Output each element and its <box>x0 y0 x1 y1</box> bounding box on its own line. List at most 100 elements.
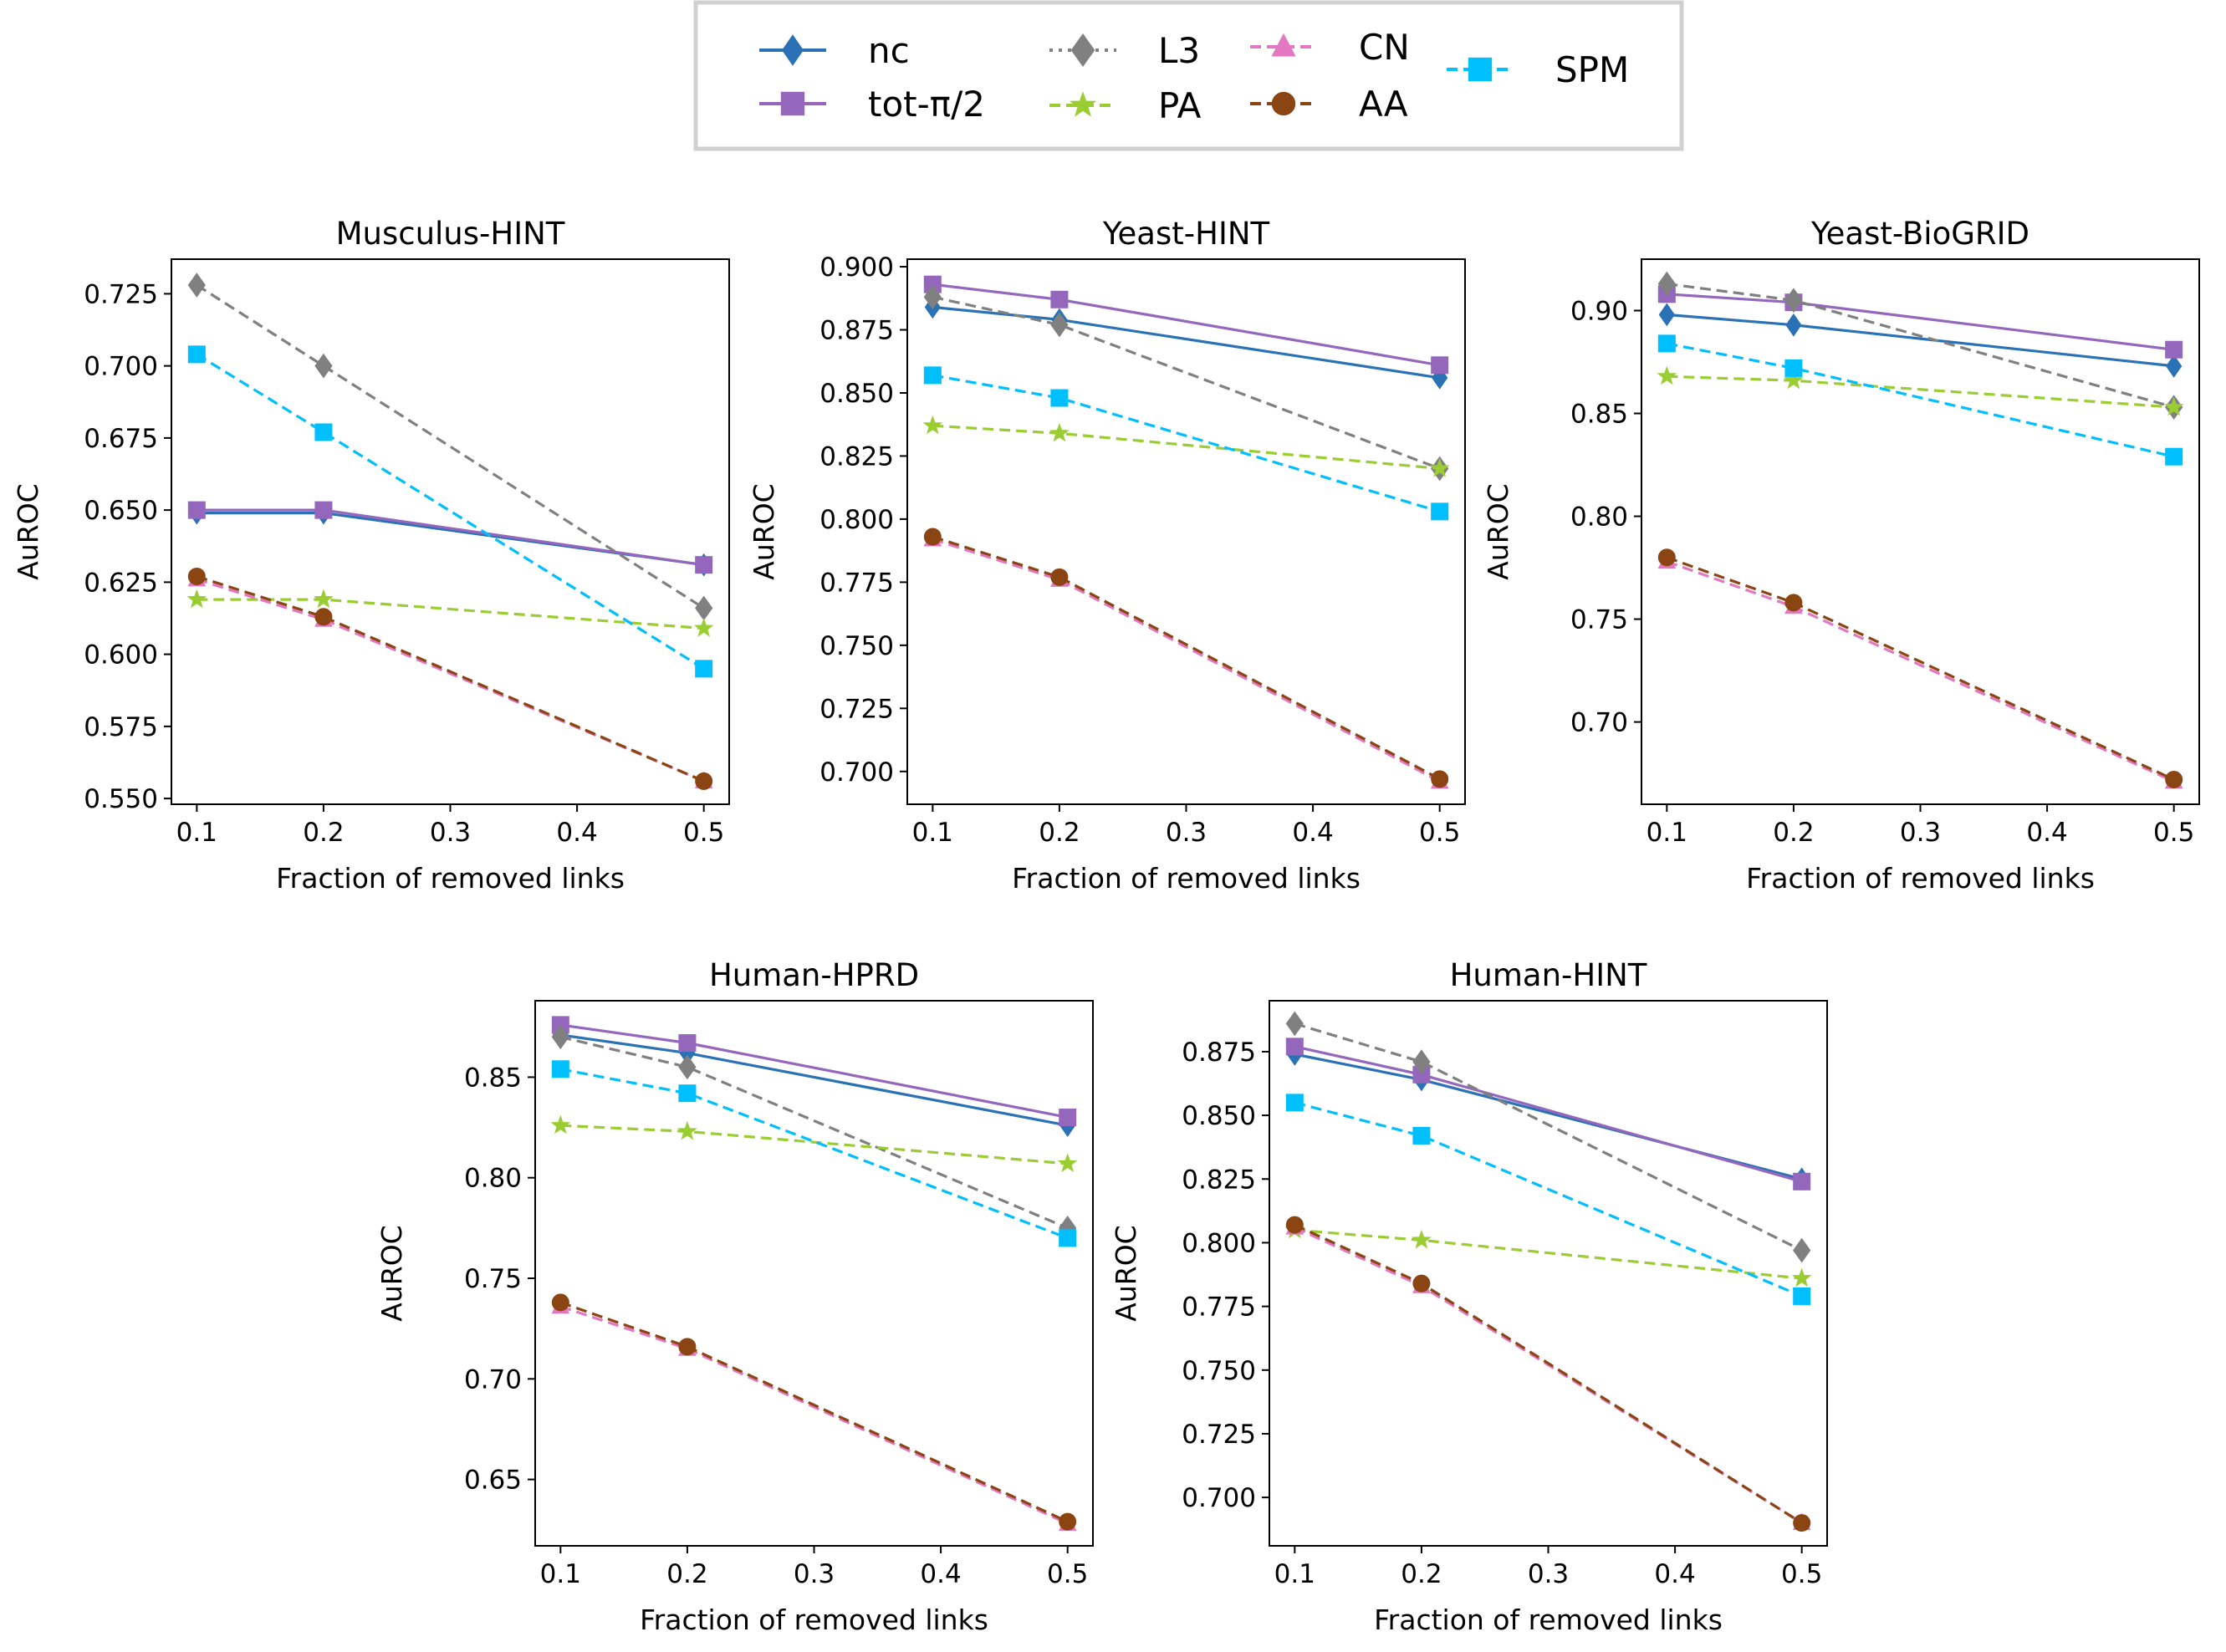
x-tick-label: 0.5 <box>1781 1559 1822 1589</box>
y-tick-label: 0.550 <box>84 784 158 814</box>
data-point-PA <box>693 618 714 637</box>
data-point-AA <box>1431 770 1449 788</box>
y-tick-label: 0.650 <box>84 496 158 526</box>
data-point-SPM <box>1412 1126 1431 1145</box>
series-line-L3 <box>1294 1022 1803 1252</box>
data-point-SPM <box>2165 447 2183 466</box>
y-tick-label: 0.850 <box>1182 1101 1256 1131</box>
series-AA <box>1285 1216 1811 1532</box>
data-point-L3 <box>1784 288 1803 314</box>
y-tick-label: 0.750 <box>819 631 894 661</box>
y-tick-label: 0.725 <box>819 694 894 724</box>
data-point-tot <box>1059 1109 1077 1127</box>
data-point-SPM <box>1793 1287 1811 1305</box>
legend-marker-SPM <box>1468 57 1493 82</box>
x-tick-label: 0.4 <box>2026 818 2067 848</box>
series-line-nc <box>560 1033 1068 1127</box>
x-tick-label: 0.3 <box>1166 818 1207 848</box>
y-tick-label: 0.900 <box>819 252 894 283</box>
y-tick-label: 0.800 <box>819 505 894 535</box>
chart-panel-1: Yeast-HINT Fraction of removed links AuROC… <box>748 216 1466 895</box>
legend-label-tot: tot-π/2 <box>868 84 985 125</box>
x-tick-label: 0.2 <box>303 818 344 848</box>
series-nc <box>1286 1043 1810 1191</box>
x-tick-label: 0.1 <box>540 1559 581 1589</box>
y-tick-label: 0.725 <box>84 279 158 309</box>
x-axis-label: Fraction of removed links <box>1374 1604 1723 1636</box>
data-point-tot <box>1431 356 1449 375</box>
data-point-L3 <box>678 1054 697 1080</box>
y-axis-label: AuROC <box>12 483 44 579</box>
series-line-SPM <box>560 1068 1069 1240</box>
series-line-PA <box>197 598 704 630</box>
chart-panel-3: Human-HPRD Fraction of removed links AuROC… <box>375 957 1094 1636</box>
legend-entry-PA: PA <box>1049 85 1202 126</box>
x-tick-label: 0.2 <box>666 1559 707 1589</box>
data-point-SPM <box>1059 1229 1077 1247</box>
x-axis-label: Fraction of removed links <box>640 1604 988 1636</box>
y-axis-label: AuROC <box>1110 1225 1142 1321</box>
plot-frame <box>906 258 1466 805</box>
series-L3 <box>551 1024 1077 1241</box>
x-tick-label: 0.1 <box>912 818 953 848</box>
data-point-AA <box>1793 1514 1811 1532</box>
data-point-tot <box>187 501 206 519</box>
y-tick-label: 0.675 <box>84 424 158 454</box>
x-tick-label: 0.3 <box>1528 1559 1569 1589</box>
data-point-L3 <box>1050 312 1069 338</box>
data-point-tot <box>678 1034 697 1053</box>
data-point-nc <box>1785 313 1802 337</box>
data-point-L3 <box>187 273 206 298</box>
x-tick-label: 0.2 <box>1039 818 1080 848</box>
x-tick-label: 0.4 <box>1292 818 1333 848</box>
series-line-nc <box>197 511 704 567</box>
data-point-SPM <box>1431 502 1449 521</box>
legend-label-CN: CN <box>1359 27 1410 68</box>
data-point-AA <box>551 1293 569 1312</box>
y-tick-label: 0.875 <box>1182 1038 1256 1068</box>
x-tick-label: 0.4 <box>920 1559 961 1589</box>
chart-title: Yeast-HINT <box>1102 216 1270 252</box>
data-point-AA <box>1412 1274 1431 1293</box>
series-line-L3 <box>559 1035 1069 1230</box>
x-tick-label: 0.1 <box>1647 818 1687 848</box>
series-SPM <box>1285 1094 1811 1305</box>
x-tick-label: 0.5 <box>2153 818 2194 848</box>
series-PA <box>1657 365 2184 416</box>
series-SPM <box>1657 334 2183 466</box>
y-tick-label: 0.725 <box>1182 1420 1256 1450</box>
data-point-PA <box>1411 1229 1432 1249</box>
y-tick-label: 0.775 <box>1182 1293 1256 1323</box>
series-line-PA <box>1667 375 2174 409</box>
y-tick-label: 0.65 <box>464 1466 522 1496</box>
series-line-CN <box>1666 560 2175 783</box>
series-L3 <box>187 273 713 621</box>
legend-entry-SPM: SPM <box>1447 49 1629 90</box>
legend-marker-L3 <box>1070 33 1095 68</box>
data-point-AA <box>1657 548 1676 567</box>
series-nc <box>924 295 1448 390</box>
legend-marker-tot <box>780 91 805 116</box>
series-line-tot <box>197 508 704 567</box>
y-tick-label: 0.90 <box>1570 297 1628 327</box>
data-point-tot <box>314 501 333 519</box>
data-point-tot <box>1050 290 1069 308</box>
data-point-AA <box>1285 1216 1304 1234</box>
x-tick-label: 0.1 <box>1274 1559 1315 1589</box>
data-point-AA <box>923 528 942 546</box>
data-point-PA <box>1791 1267 1812 1287</box>
y-axis-label: AuROC <box>375 1225 408 1321</box>
series-CN <box>1657 551 2183 789</box>
data-point-L3 <box>1412 1049 1431 1074</box>
y-tick-label: 0.80 <box>1570 502 1628 533</box>
series-line-L3 <box>196 283 705 609</box>
data-point-SPM <box>1657 334 1676 353</box>
series-nc <box>552 1023 1076 1138</box>
legend-label-SPM: SPM <box>1555 49 1629 90</box>
series-tot <box>1657 285 2183 359</box>
series-line-PA <box>932 424 1440 471</box>
series-L3 <box>1285 1011 1811 1263</box>
data-point-PA <box>677 1120 697 1140</box>
x-tick-label: 0.4 <box>556 818 597 848</box>
data-point-AA <box>2165 770 2183 788</box>
